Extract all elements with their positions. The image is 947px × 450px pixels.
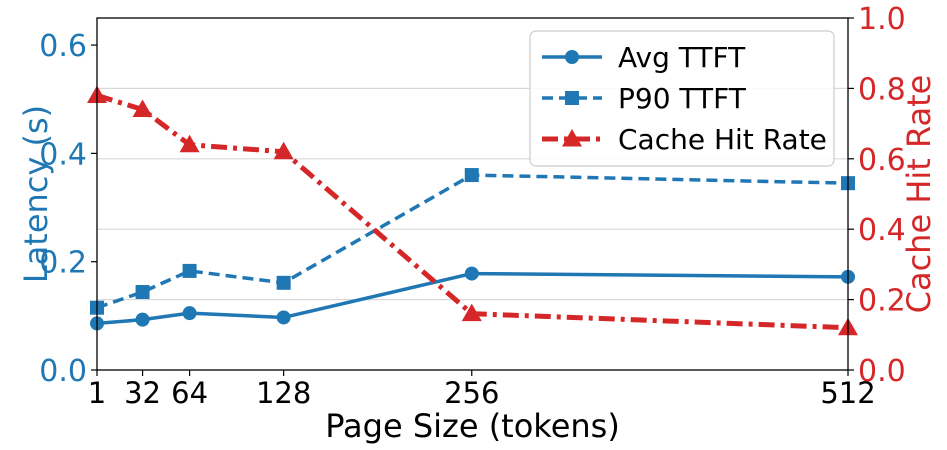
data-point-p90-ttft: [135, 285, 150, 300]
x-tick-label: 512: [820, 376, 875, 410]
legend-label-avg-ttft: Avg TTFT: [618, 41, 746, 74]
data-point-avg-ttft: [276, 310, 291, 325]
data-point-avg-ttft: [135, 312, 150, 327]
series-line-cache-hit-rate: [96, 93, 849, 331]
x-tick-label: 32: [124, 376, 161, 410]
data-point-p90-ttft: [464, 168, 479, 183]
y-left-tick-label: 0.4: [39, 137, 87, 172]
y-right-tick-label: 0.2: [858, 284, 906, 319]
legend: Avg TTFT P90 TTFT Cache Hit Rate: [529, 30, 835, 167]
legend-box: [529, 30, 835, 167]
legend-label-cache-hit-rate: Cache Hit Rate: [618, 123, 827, 156]
y-right-tick-label: 0.8: [858, 72, 906, 107]
y-right-tick-label: 1.0: [858, 2, 906, 37]
data-point-cache-hit-rate: [132, 99, 153, 118]
data-point-cache-hit-rate: [273, 141, 294, 160]
ticks-layer: 1 32 64 128 256 5120.00.20.40.60.00.20.40.60.…: [39, 2, 905, 410]
series-line-p90-ttft: [96, 173, 849, 310]
data-point-avg-ttft: [182, 306, 197, 321]
y-right-tick-label: 0.4: [858, 213, 906, 248]
x-tick-label: 64: [171, 376, 208, 410]
series-line-avg-ttft: [96, 271, 849, 326]
x-axis-label: Page Size (tokens): [325, 407, 620, 445]
y-axis-label-left: Latency (s): [17, 105, 55, 283]
y-right-tick-label: 0.0: [858, 354, 906, 389]
y-left-tick-label: 0.2: [39, 246, 87, 281]
plot-frame: [96, 17, 849, 371]
data-point-cache-hit-rate: [461, 303, 482, 322]
x-tick-label: 256: [444, 376, 499, 410]
y-axis-label-right: Cache Hit Rate: [900, 75, 938, 314]
legend-label-p90-ttft: P90 TTFT: [618, 82, 747, 115]
y-right-tick-label: 0.6: [858, 143, 906, 178]
x-tick-label: 128: [256, 376, 311, 410]
x-tick-label: 1: [88, 376, 106, 410]
legend-marker-avg-ttft: [565, 50, 579, 64]
data-point-p90-ttft: [182, 263, 197, 278]
y-left-tick-label: 0.6: [39, 29, 87, 64]
y-left-tick-label: 0.0: [39, 354, 87, 389]
data-point-cache-hit-rate: [179, 134, 200, 153]
legend-marker-cache-hit-rate: [562, 129, 582, 147]
data-point-avg-ttft: [464, 266, 479, 281]
data-point-p90-ttft: [276, 275, 291, 290]
legend-marker-p90-ttft: [565, 91, 579, 105]
